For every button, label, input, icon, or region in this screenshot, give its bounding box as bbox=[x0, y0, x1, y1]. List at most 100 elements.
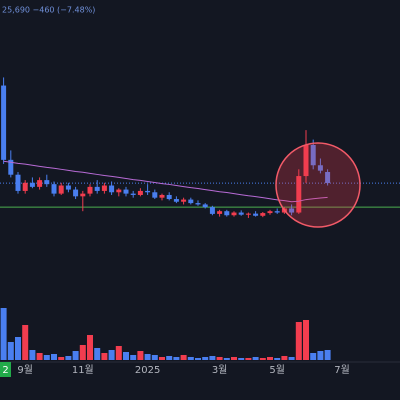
volume-bar bbox=[173, 357, 180, 360]
candle-body bbox=[289, 208, 295, 213]
volume-bar bbox=[137, 351, 144, 360]
volume-bar bbox=[209, 356, 216, 360]
volume-bar bbox=[187, 357, 194, 360]
candle-body bbox=[245, 213, 251, 215]
volume-bar bbox=[274, 358, 281, 360]
candle-body bbox=[231, 212, 237, 216]
candle-body bbox=[130, 193, 136, 195]
volume-bar bbox=[245, 358, 252, 360]
candle-body bbox=[44, 180, 50, 185]
candle-body bbox=[253, 213, 259, 216]
x-tick-label: 5월 bbox=[269, 364, 285, 376]
volume-bar bbox=[288, 357, 295, 360]
volume-bar bbox=[159, 357, 165, 360]
candle-body bbox=[73, 189, 79, 197]
volume-bar bbox=[87, 335, 93, 360]
volume-bar bbox=[267, 357, 273, 360]
volume-bar bbox=[151, 355, 158, 360]
volume-bar bbox=[166, 356, 173, 360]
volume-bar bbox=[7, 342, 14, 360]
volume-bar bbox=[115, 346, 122, 360]
volume-bar bbox=[281, 356, 288, 360]
crosshair-label: 2 bbox=[2, 365, 8, 376]
candle-body bbox=[80, 193, 86, 197]
volume-bar bbox=[238, 358, 245, 360]
candle-body bbox=[217, 211, 223, 214]
candle-body bbox=[137, 190, 143, 195]
candle-body bbox=[37, 180, 43, 187]
volume-bar bbox=[252, 357, 259, 360]
candle-body bbox=[51, 184, 57, 194]
candle-body bbox=[65, 185, 71, 190]
x-tick-label: 11월 bbox=[72, 364, 94, 376]
volume-bar bbox=[259, 358, 266, 360]
volume-bar bbox=[43, 355, 50, 360]
volume-bar bbox=[65, 356, 72, 360]
highlight-circle bbox=[275, 142, 361, 228]
volume-bar bbox=[72, 351, 79, 360]
candle-body bbox=[188, 199, 194, 204]
volume-bar bbox=[303, 320, 309, 360]
candle-body bbox=[58, 185, 64, 194]
volume-bar bbox=[15, 337, 21, 360]
x-tick-label: 3월 bbox=[212, 364, 228, 376]
candle-body bbox=[109, 185, 115, 193]
volume-bar bbox=[180, 355, 187, 360]
candle-body bbox=[181, 199, 187, 202]
candle-body bbox=[15, 174, 21, 191]
candle-body bbox=[274, 211, 280, 213]
volume-bar bbox=[108, 350, 115, 360]
candle-body bbox=[224, 211, 230, 216]
volume-bar bbox=[144, 354, 151, 360]
candle-body bbox=[296, 176, 302, 213]
volume-bar bbox=[202, 357, 209, 360]
candle-body bbox=[202, 204, 208, 208]
candle-body bbox=[1, 85, 7, 160]
candle-body bbox=[310, 144, 316, 166]
candle-body bbox=[267, 211, 273, 214]
volume-bar bbox=[79, 345, 86, 360]
candle-body bbox=[123, 189, 129, 194]
volume-bar bbox=[123, 352, 129, 360]
moving-average bbox=[3, 160, 328, 203]
volume-bar bbox=[295, 322, 302, 360]
candle-body bbox=[87, 186, 93, 194]
candle-body bbox=[325, 172, 331, 184]
candle-body bbox=[195, 203, 201, 205]
x-tick-label: 7월 bbox=[334, 364, 350, 376]
candle-body bbox=[94, 186, 100, 191]
volume-bar bbox=[51, 354, 57, 360]
candle-body bbox=[145, 190, 151, 193]
x-tick-label: 2025 bbox=[135, 365, 160, 376]
price-header: 25,690 −460 (−7.48%) bbox=[2, 6, 95, 15]
volume-bar bbox=[22, 325, 29, 360]
volume-bar bbox=[36, 353, 43, 360]
candle-body bbox=[173, 199, 179, 202]
volume-bar bbox=[223, 358, 230, 360]
volume-bar bbox=[231, 357, 237, 360]
volume-bar bbox=[195, 358, 201, 360]
candle-body bbox=[159, 194, 165, 198]
candle-body bbox=[166, 194, 172, 200]
crosshair-box bbox=[0, 362, 11, 377]
volume-bar bbox=[324, 350, 331, 360]
candle-body bbox=[8, 159, 14, 175]
candle-body bbox=[152, 192, 158, 198]
volume-bar bbox=[317, 351, 324, 360]
candle-body bbox=[209, 207, 215, 214]
candle-body bbox=[29, 182, 35, 187]
volume-bar bbox=[58, 357, 65, 360]
candle-body bbox=[260, 213, 266, 216]
volume-bar bbox=[101, 353, 108, 360]
volume-bar bbox=[94, 348, 101, 360]
x-tick-label: 9월 bbox=[17, 364, 33, 376]
volume-bar bbox=[130, 355, 137, 360]
candle-body bbox=[303, 144, 309, 177]
volume-bar bbox=[0, 308, 7, 360]
volume-bar bbox=[310, 353, 317, 360]
candle-body bbox=[101, 185, 107, 191]
candle-body bbox=[116, 189, 122, 193]
